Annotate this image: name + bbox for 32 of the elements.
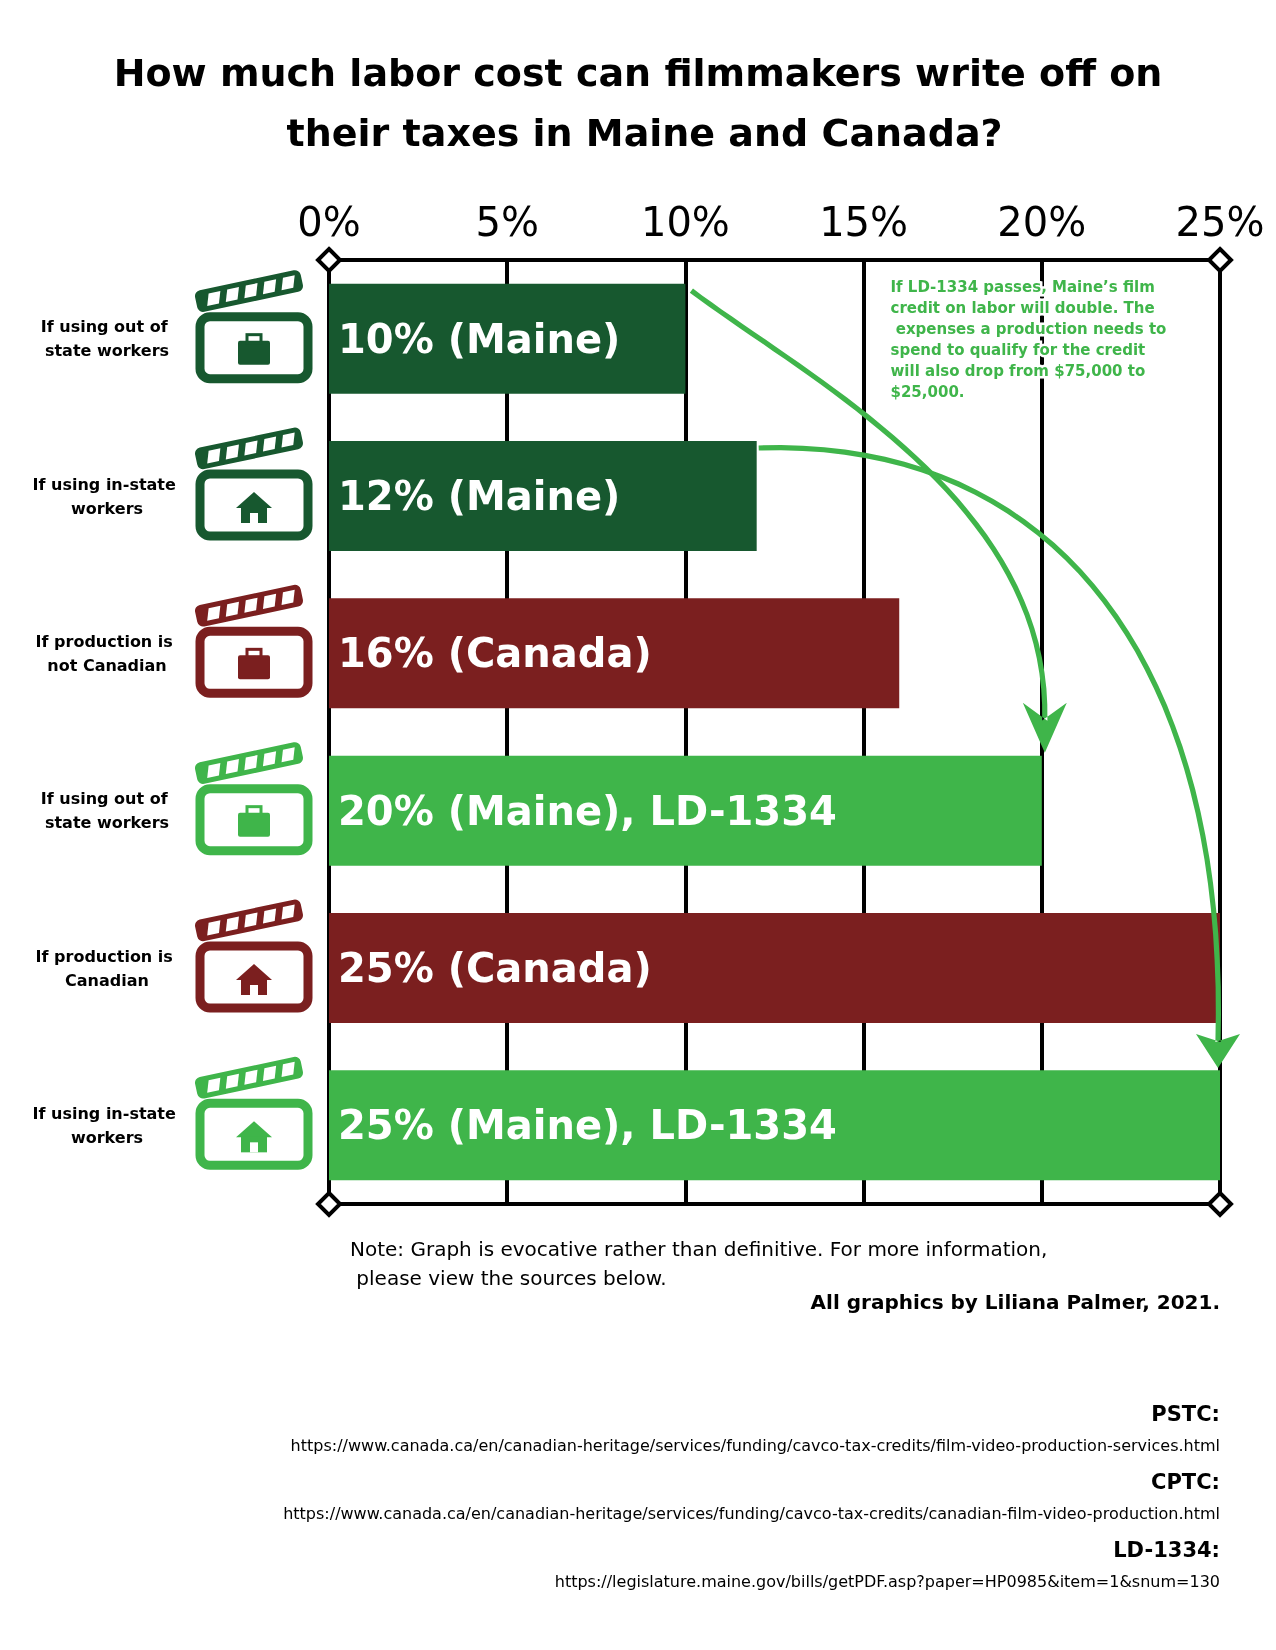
bar (329, 1070, 1220, 1181)
x-tick-label: 25% (1175, 199, 1265, 245)
data-label: 25% (Canada) (338, 945, 652, 991)
data-label: 10% (Maine) (338, 315, 621, 362)
x-tick-label: 5% (475, 199, 539, 245)
bar (329, 755, 1042, 866)
y-tick-label: If using in-state workers (32, 474, 182, 518)
y-tick-label: If using in-state workers (32, 1103, 182, 1147)
data-label: 16% (Canada) (338, 630, 652, 677)
y-tick-label: If production is Canadian (35, 946, 179, 990)
data-label: 12% (Maine) (338, 473, 621, 519)
bar (329, 913, 1220, 1023)
y-tick-label: If using out of state workers (40, 317, 174, 361)
x-tick-label: 0% (297, 199, 361, 245)
text: All graphics by Liliana Palmer, 2021. (810, 1290, 1220, 1314)
text: https://www.canada.ca/en/canadian-heritage/services/funding/cavco-tax-credits/film-video-production-services.html (290, 1435, 1221, 1455)
y-tick-label: If using out of state workers (40, 789, 174, 833)
x-tick-label: 15% (819, 199, 909, 245)
bar (329, 598, 900, 709)
text: PSTC: (1151, 1401, 1221, 1426)
y-tick-label: If production is not Canadian (35, 631, 179, 675)
bar (329, 441, 757, 551)
data-label: 25% (Maine), LD-1334 (338, 1102, 837, 1149)
x-tick-label: 10% (640, 199, 730, 245)
text: https://legislature.maine.gov/bills/getPDF.asp?paper=HP0985&item=1&snum=130 (554, 1571, 1221, 1591)
data-label: 20% (Maine), LD-1334 (338, 787, 837, 834)
text: LD-1334: (1113, 1537, 1220, 1562)
text: https://www.canada.ca/en/canadian-heritage/services/funding/cavco-tax-credits/canadian-film-video-production.html (283, 1503, 1220, 1523)
x-tick-label: 20% (997, 199, 1087, 245)
chart-title: How much labor cost can filmmakers write off on their taxes in Maine and Canada? (113, 51, 1163, 155)
text: CPTC: (1151, 1469, 1220, 1494)
text: Note: Graph is evocative rather than definitive. For more information, please view the sources below. (350, 1236, 1048, 1290)
